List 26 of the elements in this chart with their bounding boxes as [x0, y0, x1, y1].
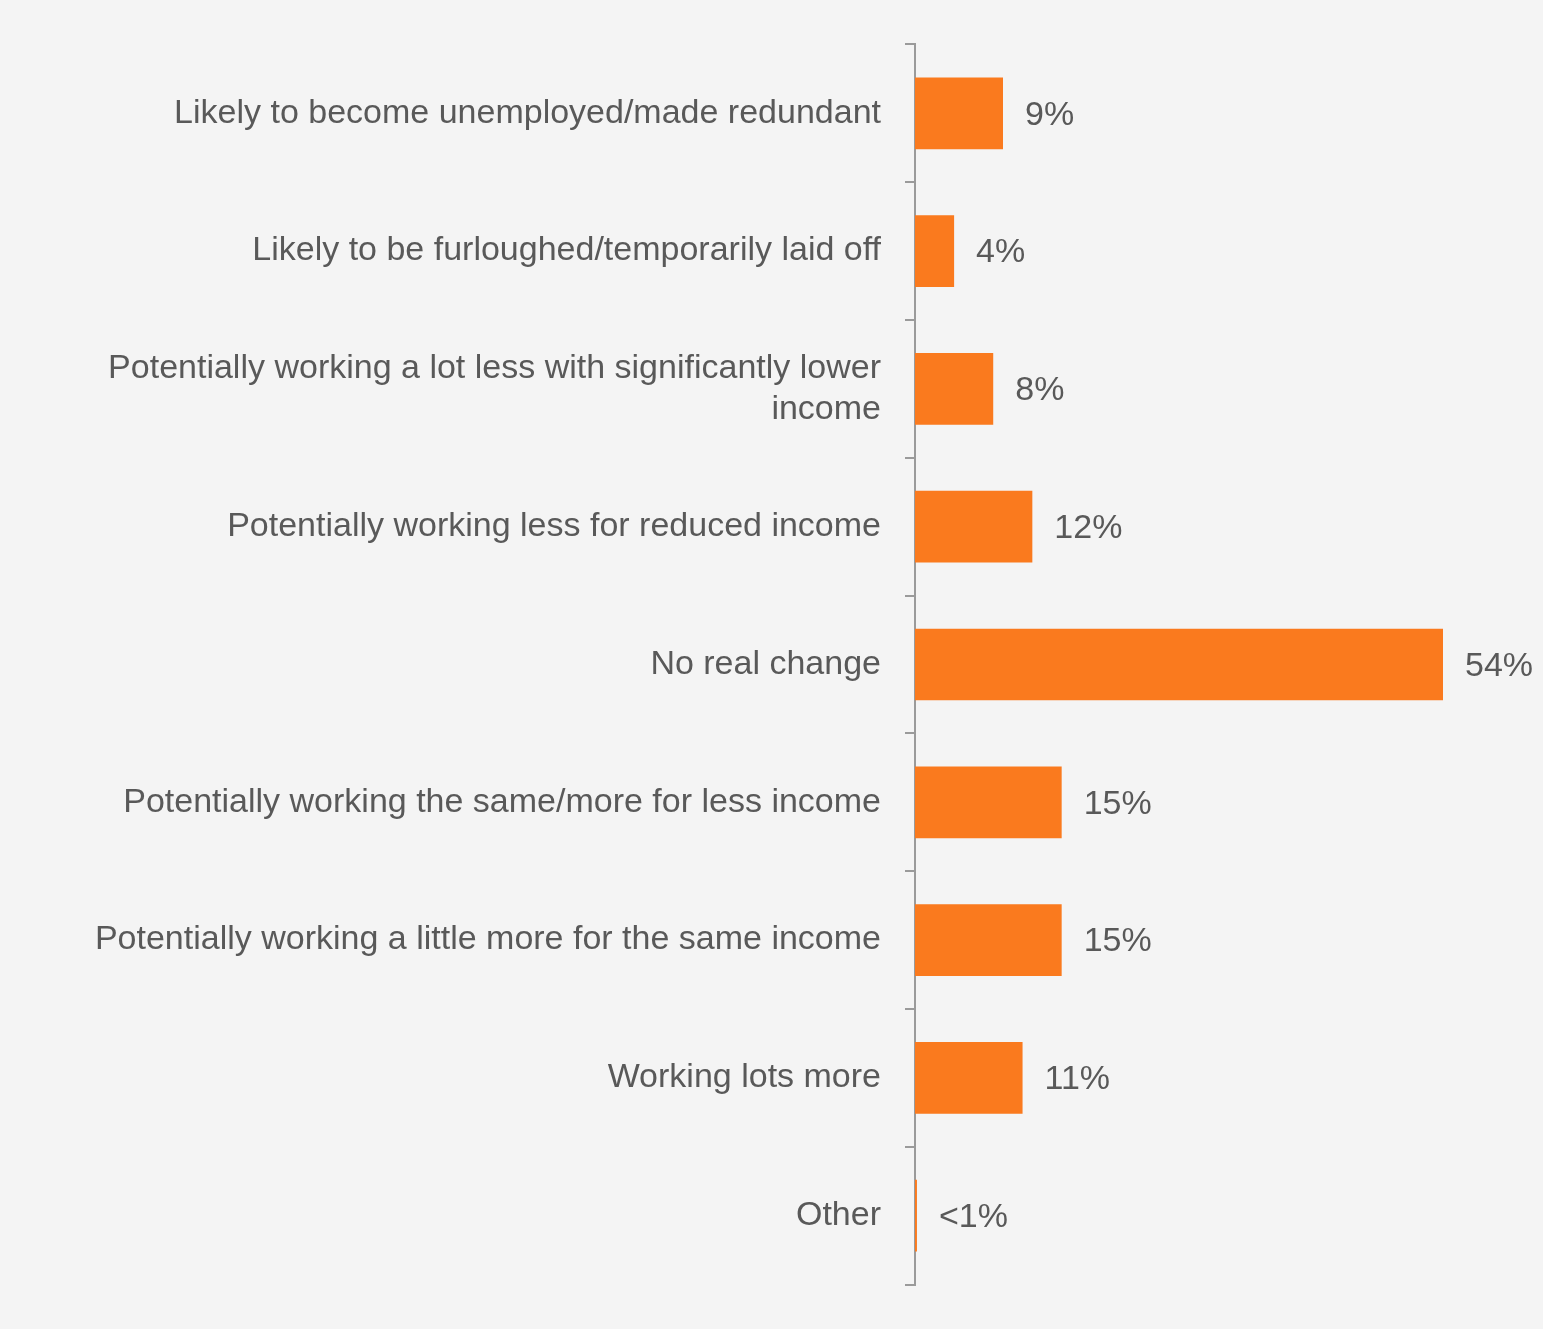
data-label: 15%	[1083, 782, 1152, 821]
data-label: 4%	[976, 231, 1026, 270]
data-label: 12%	[1054, 507, 1123, 546]
bar	[915, 766, 1062, 839]
bar	[915, 215, 955, 287]
data-label: 8%	[1015, 369, 1065, 408]
y-tick-label: Likely to be furloughed/temporarily laid off	[252, 229, 882, 268]
y-tick-label: Potentially working a little more for the same income	[94, 918, 881, 957]
y-tick-label: Other	[795, 1194, 881, 1233]
bar	[915, 353, 994, 425]
y-tick-label: Potentially working the same/more for less income	[123, 780, 881, 819]
bar	[915, 628, 1443, 701]
data-label: 15%	[1083, 920, 1152, 959]
bar	[915, 77, 1003, 150]
y-tick-label: Potentially working less for reduced income	[227, 505, 881, 544]
data-label: 11%	[1044, 1058, 1111, 1097]
bar	[915, 1042, 1023, 1114]
bar	[915, 904, 1062, 976]
y-tick-label: Potentially working a lot less with significantly lower income	[108, 346, 881, 426]
data-label: 54%	[1465, 644, 1534, 683]
y-tick-label: Working lots more	[607, 1056, 881, 1095]
y-tick-label: No real change	[650, 642, 881, 681]
bar	[915, 490, 1033, 563]
data-label: 9%	[1025, 93, 1075, 132]
y-tick-label: Likely to become unemployed/made redundant	[174, 91, 882, 130]
data-label: <1%	[938, 1196, 1008, 1235]
